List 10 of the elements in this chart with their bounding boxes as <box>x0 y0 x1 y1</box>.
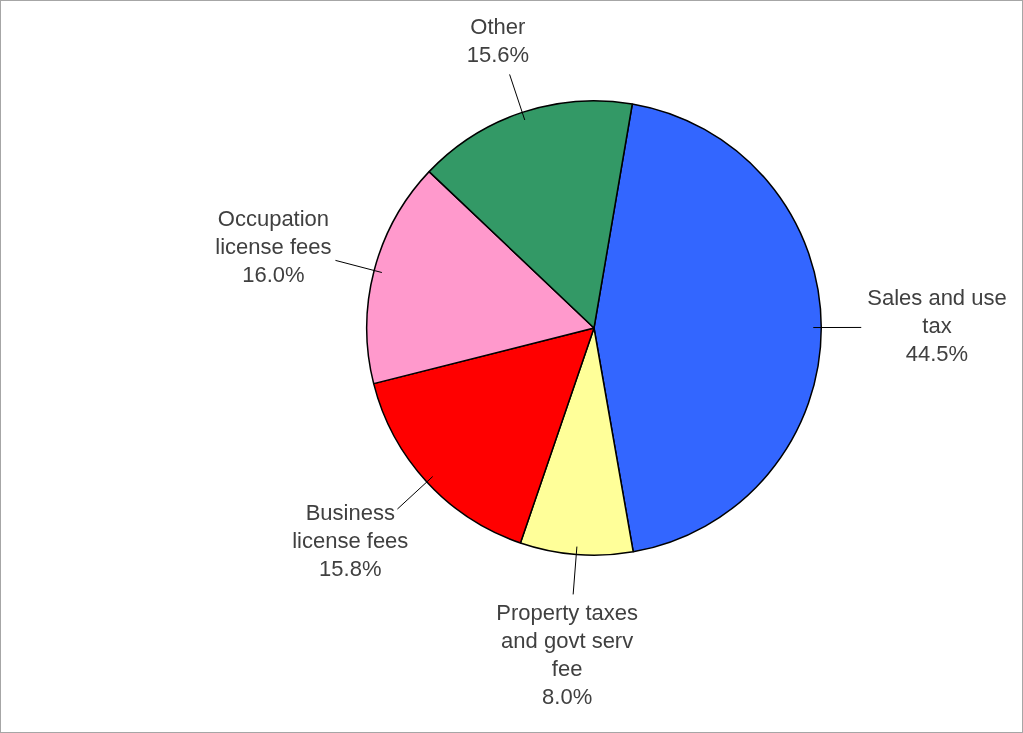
data-label: 8.0% <box>542 684 593 710</box>
data-label: 16.0% <box>242 262 305 288</box>
slice-label: Occupation license fees <box>215 206 332 260</box>
data-label: 15.8% <box>319 555 382 581</box>
slice-label: Sales and use tax <box>867 285 1007 339</box>
slice-label: Business license fees <box>292 499 409 553</box>
slice-label: Property taxes and govt serv fee <box>496 600 639 682</box>
data-label: 15.6% <box>466 42 530 68</box>
slice-label: Other <box>470 14 526 40</box>
data-label: 44.5% <box>905 341 969 367</box>
